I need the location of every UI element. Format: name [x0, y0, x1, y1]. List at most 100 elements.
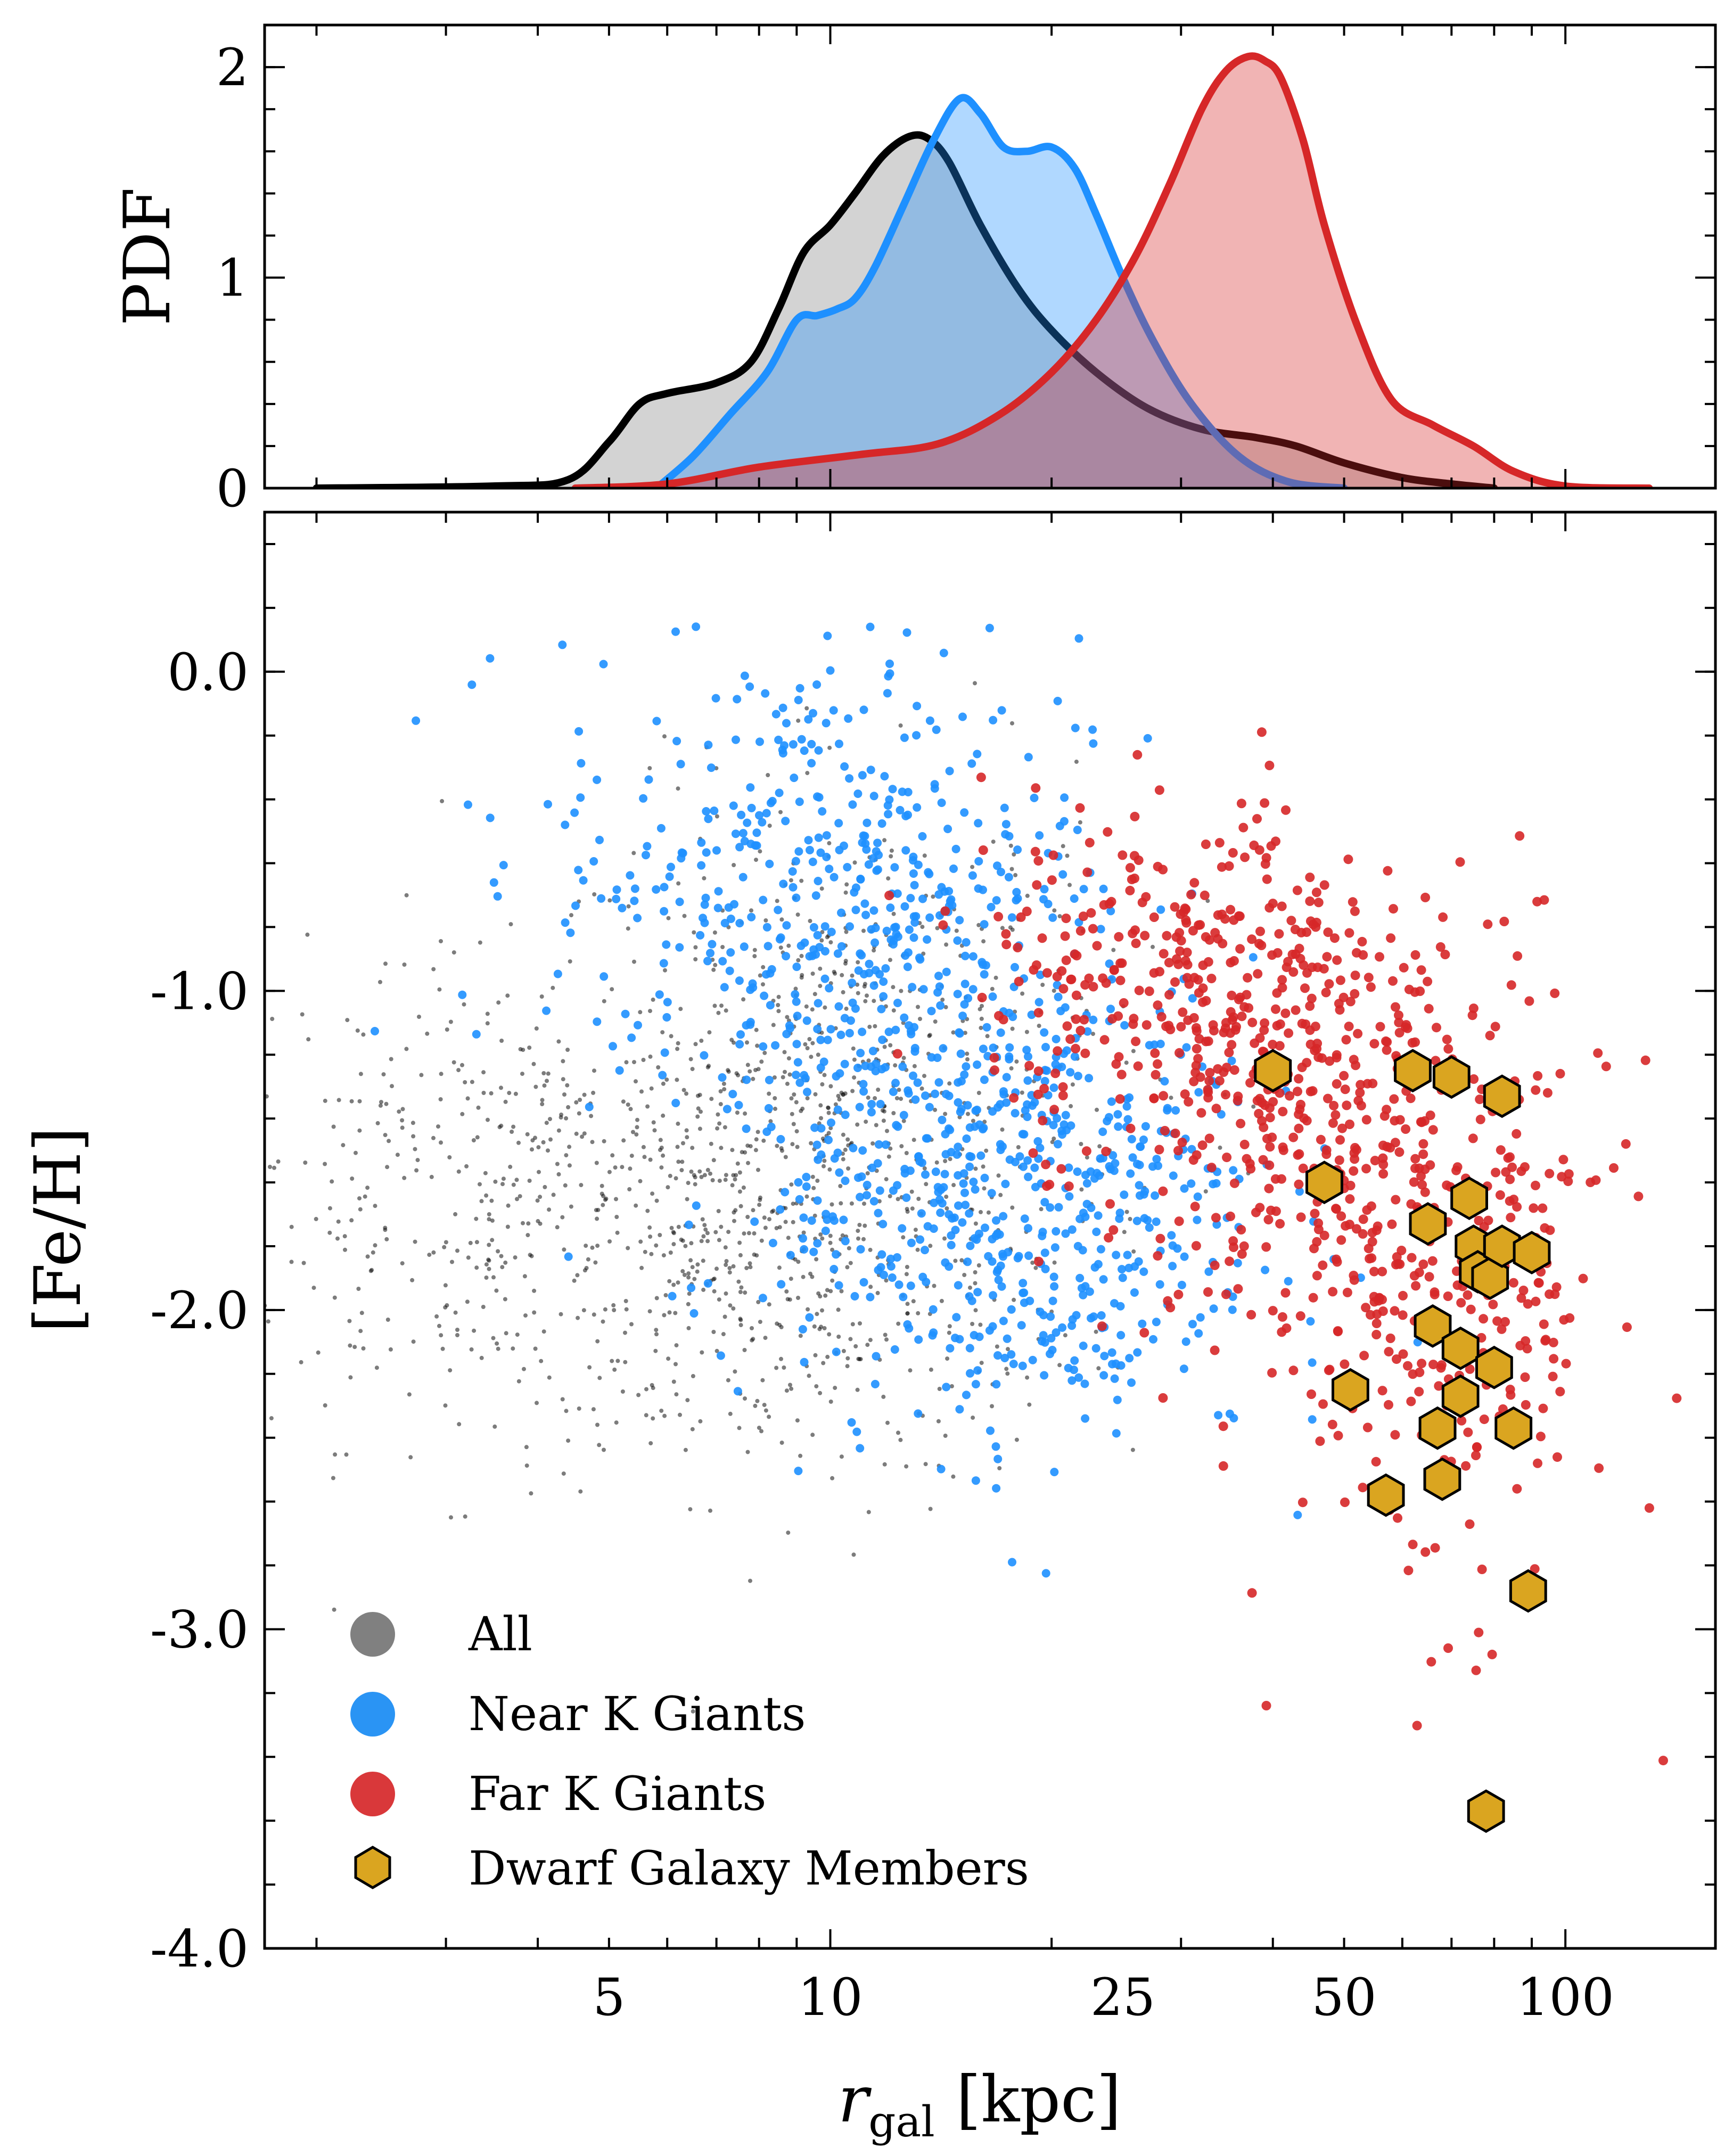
point-near-k-giants	[954, 1078, 963, 1087]
point-near-k-giants	[1135, 1191, 1144, 1200]
point-all	[381, 1072, 386, 1077]
point-near-k-giants	[1005, 1043, 1014, 1052]
point-near-k-giants	[1066, 1121, 1075, 1130]
point-all	[701, 1234, 706, 1239]
point-all	[727, 1266, 732, 1271]
point-far-k-giants	[1134, 985, 1144, 995]
point-all	[745, 1450, 750, 1454]
point-far-k-giants	[1375, 952, 1384, 962]
point-far-k-giants	[1260, 798, 1270, 808]
point-near-k-giants	[832, 1347, 841, 1356]
point-all	[358, 1072, 363, 1076]
point-far-k-giants	[1548, 1337, 1558, 1347]
point-near-k-giants	[942, 967, 951, 976]
point-all	[678, 1007, 683, 1011]
point-far-k-giants	[1267, 1132, 1277, 1142]
point-far-k-giants	[1521, 1400, 1531, 1410]
point-all	[484, 1193, 489, 1198]
point-near-k-giants	[996, 1146, 1005, 1154]
point-far-k-giants	[1236, 1118, 1246, 1129]
point-all	[928, 1507, 933, 1511]
point-near-k-giants	[809, 709, 817, 718]
point-all	[561, 1471, 566, 1476]
point-near-k-giants	[777, 1280, 786, 1289]
point-far-k-giants	[1337, 1123, 1347, 1133]
point-near-k-giants	[553, 969, 562, 978]
point-near-k-giants	[943, 825, 952, 834]
point-far-k-giants	[1403, 1361, 1412, 1371]
point-near-k-giants	[790, 773, 799, 783]
point-near-k-giants	[1096, 925, 1105, 934]
point-all	[466, 1255, 471, 1260]
point-far-k-giants	[1390, 1306, 1400, 1316]
point-all	[515, 1197, 519, 1202]
point-far-k-giants	[884, 891, 894, 901]
point-all	[1095, 1107, 1099, 1112]
point-all	[1061, 844, 1065, 849]
point-far-k-giants	[1356, 1080, 1366, 1090]
point-near-k-giants	[1030, 793, 1039, 802]
point-all	[691, 1374, 695, 1378]
point-dwarf-galaxy-member	[1423, 1457, 1461, 1501]
point-near-k-giants	[991, 1442, 1000, 1451]
point-near-k-giants	[845, 774, 854, 783]
point-dwarf-galaxy-member	[1367, 1473, 1405, 1517]
point-near-k-giants	[659, 959, 668, 968]
point-near-k-giants	[799, 1234, 807, 1243]
point-all	[803, 1042, 808, 1047]
point-near-k-giants	[1017, 1321, 1026, 1330]
point-all	[711, 1158, 716, 1163]
point-all	[650, 1191, 655, 1196]
point-far-k-giants	[1141, 1020, 1152, 1030]
point-all	[882, 1462, 887, 1467]
point-far-k-giants	[1182, 948, 1192, 958]
point-near-k-giants	[813, 1239, 822, 1248]
point-far-k-giants	[1173, 1146, 1183, 1156]
point-far-k-giants	[1302, 968, 1312, 978]
point-far-k-giants	[1268, 1097, 1278, 1107]
point-all	[722, 1314, 727, 1319]
point-near-k-giants	[885, 659, 894, 668]
point-all	[491, 1336, 496, 1340]
point-all	[429, 1174, 434, 1179]
point-near-k-giants	[827, 1118, 835, 1127]
feh-tick-label: -4.0	[150, 1919, 249, 1979]
point-all	[916, 1197, 921, 1201]
point-far-k-giants	[1490, 1022, 1500, 1032]
point-all	[845, 1137, 850, 1142]
point-near-k-giants	[891, 1025, 900, 1034]
point-near-k-giants	[1127, 1134, 1136, 1143]
point-all	[732, 1210, 736, 1215]
point-near-k-giants	[855, 1102, 864, 1112]
point-all	[828, 1240, 833, 1245]
point-far-k-giants	[1455, 857, 1465, 867]
point-all	[270, 1017, 275, 1021]
point-far-k-giants	[1108, 1225, 1119, 1235]
point-far-k-giants	[1280, 1008, 1291, 1018]
point-all	[627, 1187, 632, 1191]
point-all	[443, 1403, 448, 1408]
point-all	[953, 1258, 958, 1263]
point-far-k-giants	[1334, 1155, 1344, 1165]
point-all	[1010, 721, 1014, 726]
point-all	[666, 1356, 671, 1361]
point-all	[594, 1161, 599, 1165]
point-all	[699, 1109, 703, 1114]
point-all	[518, 1194, 522, 1199]
point-near-k-giants	[960, 1188, 969, 1197]
point-near-k-giants	[1067, 1321, 1077, 1330]
point-all	[361, 1032, 366, 1037]
point-all	[357, 1196, 362, 1201]
point-all	[556, 1172, 561, 1176]
point-all	[411, 1134, 416, 1139]
point-all	[303, 1161, 308, 1165]
point-all	[496, 1249, 500, 1254]
point-near-k-giants	[1138, 1319, 1147, 1328]
point-all	[564, 1153, 569, 1158]
point-near-k-giants	[1118, 1273, 1127, 1282]
point-near-k-giants	[1038, 1228, 1047, 1237]
point-near-k-giants	[574, 727, 584, 736]
point-all	[1091, 1032, 1095, 1036]
point-near-k-giants	[1004, 1248, 1013, 1257]
point-all	[434, 1314, 439, 1319]
